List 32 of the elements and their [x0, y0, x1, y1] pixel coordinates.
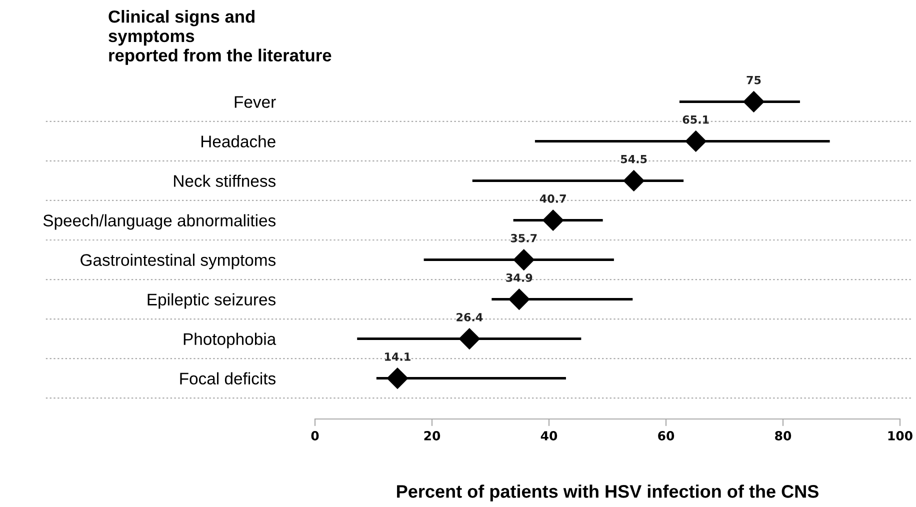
- data-label: 35.7: [510, 234, 537, 242]
- y-tick-label: Focal deficits: [180, 372, 276, 385]
- point: [685, 130, 706, 152]
- x-tick-label: 60: [658, 431, 674, 440]
- x-tick-label: 20: [424, 431, 440, 440]
- point: [743, 91, 764, 112]
- y-tick-label: Fever: [234, 96, 276, 108]
- point: [386, 368, 408, 389]
- point: [513, 249, 534, 270]
- y-tick-label: Epileptic seizures: [148, 293, 276, 309]
- y-tick-label: Neck stiffness: [174, 174, 276, 187]
- data-label: 40.7: [540, 194, 566, 203]
- point: [508, 288, 530, 310]
- data-label: 14.1: [385, 352, 410, 361]
- data-label: 54.5: [620, 155, 647, 164]
- x-tick-label: 0: [311, 431, 319, 440]
- point: [623, 170, 644, 192]
- y-tick-label: Speech/language abnormalities: [43, 214, 276, 230]
- data-label: 75: [746, 76, 761, 84]
- point: [542, 210, 564, 231]
- y-tick-label: Headache: [202, 135, 276, 148]
- x-tick-label: 100: [888, 431, 912, 440]
- data-label: 34.9: [506, 273, 532, 282]
- y-tick-label: Photophobia: [184, 332, 276, 348]
- x-tick-label: 40: [540, 431, 558, 440]
- data-label: 65.1: [682, 115, 709, 124]
- chart-title: Clinical signs and symptoms reported from the literature: [108, 10, 332, 65]
- y-tick-label: Gastrointestinal symptoms: [80, 254, 276, 270]
- data-label: 26.4: [456, 312, 483, 322]
- x-tick-label: 80: [775, 431, 792, 440]
- x-axis-title: Percent of patients with HSV infection of the CNS: [397, 484, 818, 502]
- point: [458, 328, 480, 350]
